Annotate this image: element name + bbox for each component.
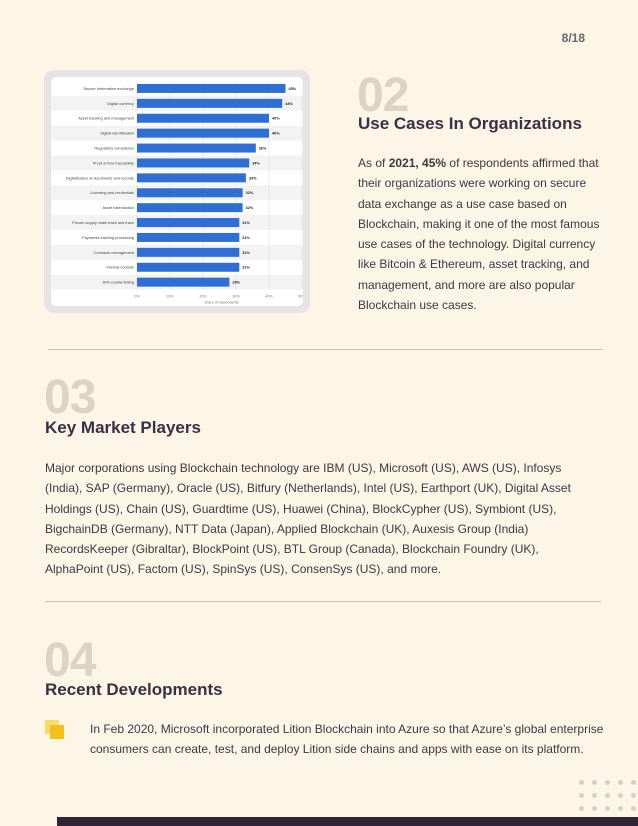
decorative-dot-grid — [579, 780, 636, 816]
chart-value-label: 33% — [249, 176, 257, 180]
chart-x-tick-label: 40% — [265, 295, 273, 299]
chart-value-label: 31% — [242, 236, 250, 240]
chart-bar — [137, 277, 230, 287]
chart-value-label: 40% — [272, 132, 280, 136]
section-number-02: 02 — [357, 69, 409, 122]
chart-value-label: 31% — [242, 251, 250, 255]
chart-category-label: Digital currency — [107, 101, 134, 106]
use-cases-paragraph: As of 2021, 45% of respondents affirmed … — [358, 153, 608, 315]
chart-card: 0% 10% 20% 30% 40% 50% Secure information exch… — [44, 70, 310, 313]
chart-category-label: Internal controls — [106, 265, 134, 270]
chart-category-label: Regulatory compliance — [94, 145, 134, 150]
recent-developments-text: In Feb 2020, Microsoft incorporated Liti… — [90, 722, 604, 757]
chart-x-tick-label: 10% — [166, 295, 174, 299]
chart-bar — [137, 173, 246, 183]
chart-value-label: 32% — [246, 191, 254, 195]
chart-bar — [137, 247, 240, 257]
chart-bar — [137, 83, 286, 93]
chart-category-label: Anti-counterfeiting — [103, 280, 134, 285]
chart-category-label: Digitalization of documents and records — [66, 175, 134, 180]
chart-value-label: 40% — [272, 117, 280, 121]
section-title-recent-developments: Recent Developments — [45, 680, 223, 699]
chart-x-tick-label: 50% — [298, 295, 303, 299]
section-title-use-cases: Use Cases In Organizations — [358, 114, 582, 133]
chart-x-axis-title: share of respondents — [205, 301, 239, 305]
chart-bar — [137, 232, 240, 242]
chart-bar — [137, 143, 256, 153]
section-title-key-market-players: Key Market Players — [45, 418, 201, 437]
bullet-square-icon — [45, 720, 65, 740]
chart-category-label: Licensing and credentials — [90, 190, 134, 195]
chart-x-tick-label: 20% — [199, 295, 207, 299]
use-cases-highlight: 2021, 45% — [388, 156, 447, 170]
chart-category-label: Proven supply chain track and trace — [72, 220, 134, 225]
section-divider-1 — [48, 349, 603, 350]
chart-bar — [137, 98, 283, 108]
chart-x-tick-label: 0% — [134, 295, 140, 299]
key-market-players-paragraph: Major corporations using Blockchain tech… — [45, 461, 571, 577]
chart-bar — [137, 203, 243, 213]
section-divider-2 — [45, 601, 601, 602]
chart-value-label: 34% — [252, 161, 260, 165]
chart-value-label: 31% — [242, 266, 250, 270]
chart-category-label: Contracts management — [94, 250, 135, 255]
footer-bar — [57, 817, 638, 826]
chart-value-label: 28% — [232, 281, 240, 285]
chart-category-label: Payments tracking processing — [82, 235, 134, 240]
chart-value-label: 31% — [242, 221, 250, 225]
chart-value-label: 32% — [246, 206, 254, 210]
section-number-03: 03 — [44, 371, 96, 424]
chart-category-label: Digital identification — [100, 131, 134, 136]
chart-bar — [137, 128, 269, 138]
use-cases-text-rest: of respondents affirmed that their organ… — [358, 156, 600, 313]
bar-chart: 0% 10% 20% 30% 40% 50% Secure information exch… — [51, 81, 303, 305]
chart-bar — [137, 158, 250, 168]
chart-bar — [137, 218, 240, 228]
chart-value-label: 36% — [259, 146, 267, 150]
chart-category-label: Asset tracking and management — [78, 116, 135, 121]
chart-category-label: Secure information exchange — [83, 86, 134, 91]
chart-x-tick-label: 30% — [232, 295, 240, 299]
chart-bar — [137, 188, 243, 198]
chart-panel: 0% 10% 20% 30% 40% 50% Secure information exch… — [51, 77, 303, 306]
chart-value-label: 44% — [285, 102, 293, 106]
use-cases-text-start: As of — [358, 156, 389, 170]
section-number-04: 04 — [44, 634, 96, 687]
chart-bar — [137, 262, 240, 272]
chart-category-label: Asset tokenization — [102, 205, 134, 210]
chart-value-label: 45% — [289, 87, 297, 91]
chart-bar — [137, 113, 269, 123]
page-number: 8/18 — [561, 31, 585, 45]
chart-category-label: Proof of flow traceability — [93, 160, 134, 165]
